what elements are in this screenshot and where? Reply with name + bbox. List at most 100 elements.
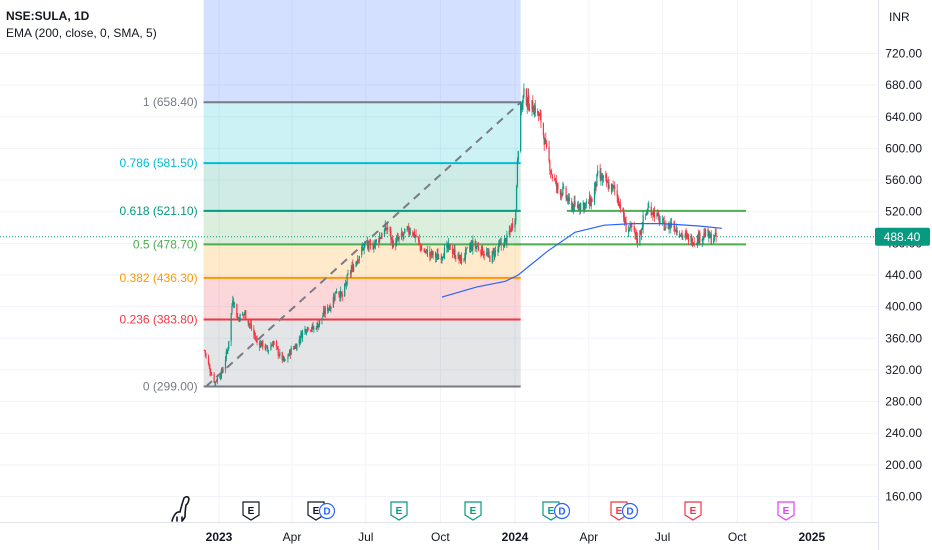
candle-body <box>487 251 489 255</box>
candle-body <box>520 104 523 110</box>
candle-body <box>653 210 655 217</box>
fibonacci-retracement[interactable] <box>203 0 521 388</box>
candle-body <box>340 290 342 299</box>
candle-body <box>389 226 391 232</box>
candle-body <box>396 237 399 240</box>
candle-body <box>437 253 439 260</box>
candle-body <box>696 235 699 245</box>
candle-body <box>453 249 455 253</box>
dividend-event-icon[interactable]: D <box>621 502 639 520</box>
candle-body <box>332 297 334 308</box>
candle-body <box>693 242 695 244</box>
earnings-event-icon[interactable]: E <box>390 501 408 521</box>
candle-body <box>521 101 523 110</box>
dividend-event-icon[interactable]: D <box>553 502 571 520</box>
candle-body <box>329 306 331 311</box>
candle-body <box>391 238 393 239</box>
earnings-event-icon[interactable]: E <box>464 501 482 521</box>
candle-body <box>647 208 649 212</box>
candle-body <box>448 244 450 246</box>
time-tick-label: 2023 <box>206 530 233 544</box>
candle-body <box>369 240 371 243</box>
candle-body <box>704 229 707 236</box>
dividend-badge-shape <box>318 502 336 520</box>
fib-level-label: 0.786 (581.50) <box>120 156 198 170</box>
candle-body <box>640 230 642 235</box>
candle-body <box>225 351 227 359</box>
candle-body <box>608 184 610 189</box>
candle-body <box>361 247 363 255</box>
candle-body <box>549 162 551 172</box>
candle-body <box>392 241 394 248</box>
earnings-event-icon[interactable]: E <box>610 501 628 521</box>
candle-body <box>333 298 335 300</box>
candle-body <box>464 257 466 259</box>
candle-body <box>583 202 585 210</box>
event-badge-shape <box>464 501 482 521</box>
price-axis[interactable]: 720.00680.00640.00600.00560.00520.00480.… <box>879 0 932 550</box>
candle-body <box>205 353 207 356</box>
candle-body <box>318 324 320 328</box>
symbol-title[interactable]: NSE:SULA, 1D <box>6 9 90 23</box>
candle-body <box>232 300 234 306</box>
event-letter: E <box>248 506 255 517</box>
last-price-label: 488.40 <box>884 230 921 244</box>
candle-body <box>606 177 608 184</box>
candle-body <box>242 313 244 315</box>
candle-body <box>520 103 522 152</box>
candle-body <box>287 356 289 359</box>
candle-body <box>327 308 330 311</box>
candle-body <box>375 240 377 242</box>
dividend-event-icon[interactable]: D <box>318 502 336 520</box>
candle-body <box>402 235 404 237</box>
fib-zone <box>203 319 521 387</box>
candle-body <box>681 232 683 237</box>
currency-label[interactable]: INR <box>889 10 910 24</box>
candle-body <box>475 246 477 248</box>
fib-trend-line[interactable] <box>205 101 522 388</box>
candle-body <box>310 329 313 331</box>
candle-body <box>208 364 210 368</box>
candle-body <box>641 227 643 231</box>
candle-body <box>298 339 300 344</box>
earnings-event-icon[interactable]: E <box>542 501 560 521</box>
indicator-label[interactable]: EMA (200, close, 0, SMA, 5) <box>6 26 157 40</box>
candle-body <box>443 256 445 258</box>
earnings-event-icon[interactable]: E <box>242 501 260 521</box>
candle-body <box>344 283 347 285</box>
time-axis[interactable]: 2023 Apr Jul Oct 2024 Apr Jul Oct 2025 <box>206 530 826 544</box>
earnings-event-icon[interactable]: E <box>777 501 795 521</box>
candle-body <box>241 313 244 316</box>
candle-body <box>492 250 494 252</box>
candle-body <box>481 245 483 255</box>
candle-body <box>293 348 295 349</box>
candle-body <box>709 234 712 238</box>
earnings-event-icon[interactable]: E <box>307 501 325 521</box>
chart-legend: NSE:SULA, 1D EMA (200, close, 0, SMA, 5) <box>6 8 157 42</box>
candle-body <box>282 356 284 360</box>
candle-body <box>341 293 343 298</box>
candle-body <box>517 151 519 162</box>
candle-body <box>355 262 357 267</box>
candle-body <box>503 239 506 248</box>
candle-body <box>290 347 292 355</box>
candle-body <box>344 284 346 297</box>
candle-body <box>228 341 230 349</box>
candle-body <box>466 247 468 249</box>
candle-body <box>667 223 669 229</box>
candle-body <box>699 233 701 243</box>
candle-body <box>593 188 596 203</box>
horizontal-lines[interactable] <box>514 209 747 246</box>
candle-body <box>576 205 579 208</box>
candle-body <box>284 359 286 361</box>
candle-body <box>380 236 382 239</box>
candle-body <box>522 95 524 103</box>
candle-body <box>328 307 330 310</box>
candle-body <box>236 303 238 318</box>
candle-body <box>398 237 400 240</box>
earnings-event-icon[interactable]: E <box>684 501 702 521</box>
candle-body <box>523 88 525 97</box>
candle-body <box>498 243 501 245</box>
